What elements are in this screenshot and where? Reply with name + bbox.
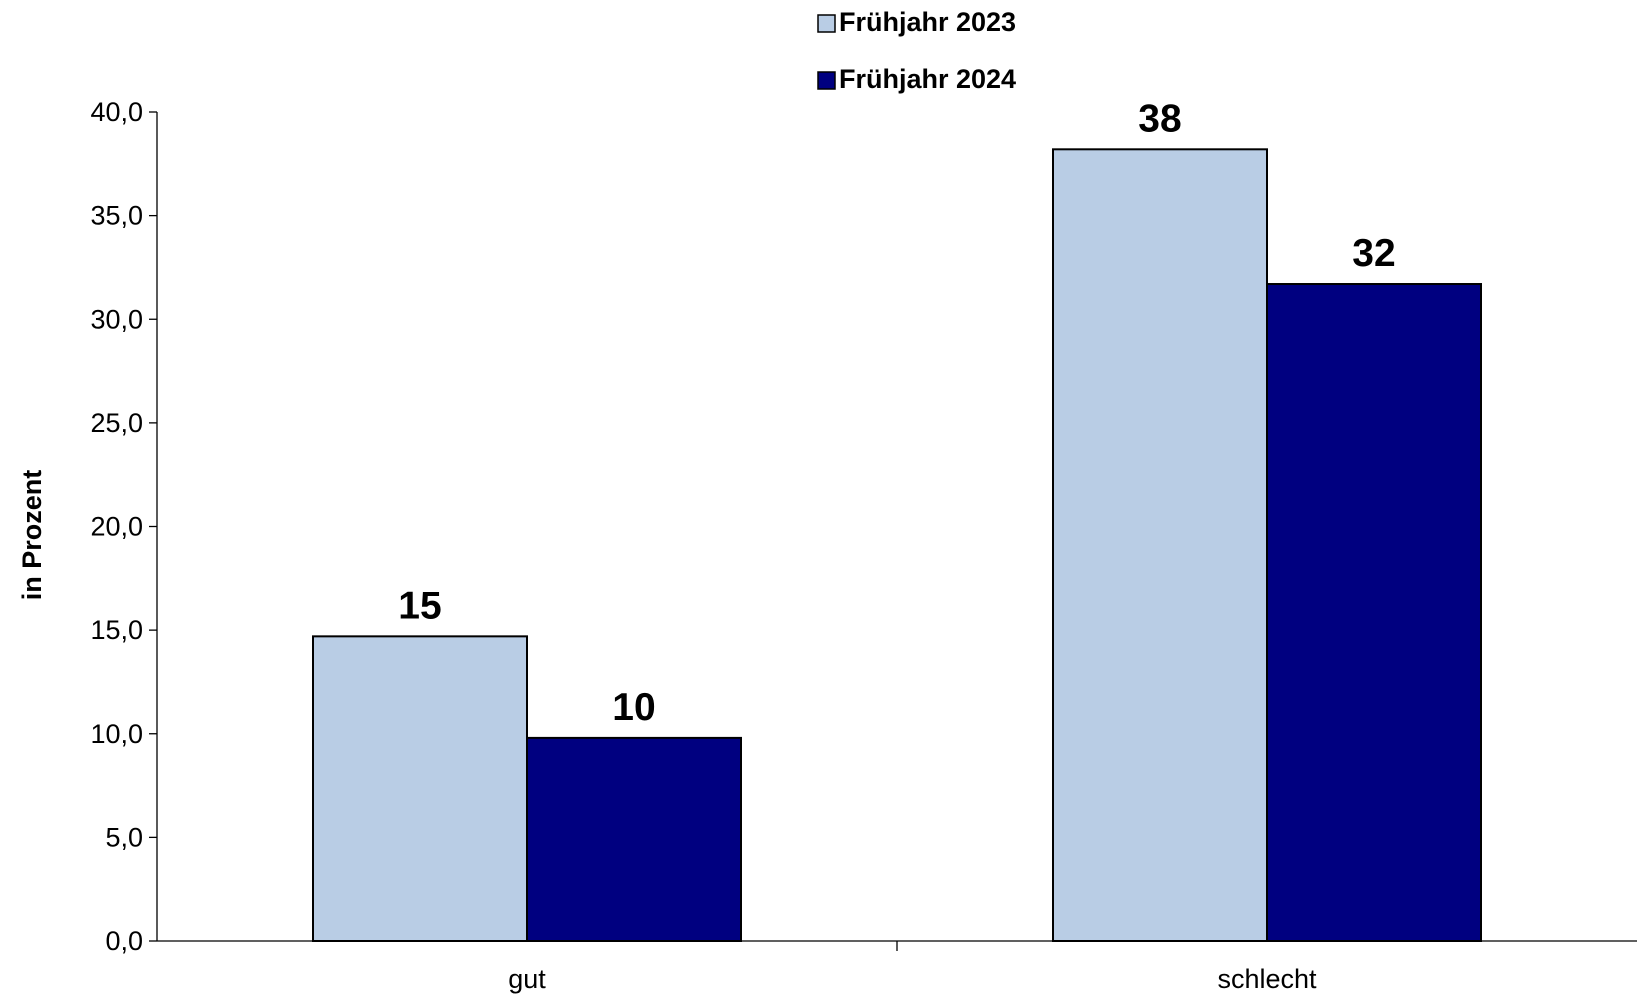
bar <box>1266 283 1482 942</box>
category-label: schlecht <box>1217 964 1317 994</box>
y-tick-label: 35,0 <box>90 201 143 231</box>
legend-label: Frühjahr 2023 <box>839 7 1016 37</box>
data-label: 32 <box>1352 232 1395 275</box>
y-tick-label: 40,0 <box>90 97 143 127</box>
bar <box>312 635 528 943</box>
y-tick-label: 20,0 <box>90 512 143 542</box>
data-label: 15 <box>398 584 441 627</box>
category-label: gut <box>508 964 546 994</box>
bars <box>312 148 1482 943</box>
bar <box>1052 148 1268 942</box>
y-tick-label: 30,0 <box>90 304 143 334</box>
data-labels: 15 10 38 32 <box>398 97 1395 729</box>
y-axis-ticks: 0,0 5,0 10,0 15,0 20,0 25,0 30,0 35,0 40,0 <box>90 97 157 956</box>
legend: Frühjahr 2023 Frühjahr 2024 <box>817 7 1016 94</box>
y-tick-label: 10,0 <box>90 719 143 749</box>
bar <box>526 736 742 943</box>
y-tick-label: 25,0 <box>90 408 143 438</box>
legend-swatch <box>817 14 836 33</box>
y-tick-label: 15,0 <box>90 615 143 645</box>
y-tick-label: 0,0 <box>105 926 143 956</box>
legend-label: Frühjahr 2024 <box>839 64 1016 94</box>
y-axis-label: in Prozent <box>17 470 47 601</box>
y-tick-label: 5,0 <box>105 822 143 852</box>
legend-swatch <box>817 71 836 90</box>
data-label: 38 <box>1138 97 1181 140</box>
category-labels: gut schlecht <box>508 964 1317 994</box>
data-label: 10 <box>612 686 655 729</box>
